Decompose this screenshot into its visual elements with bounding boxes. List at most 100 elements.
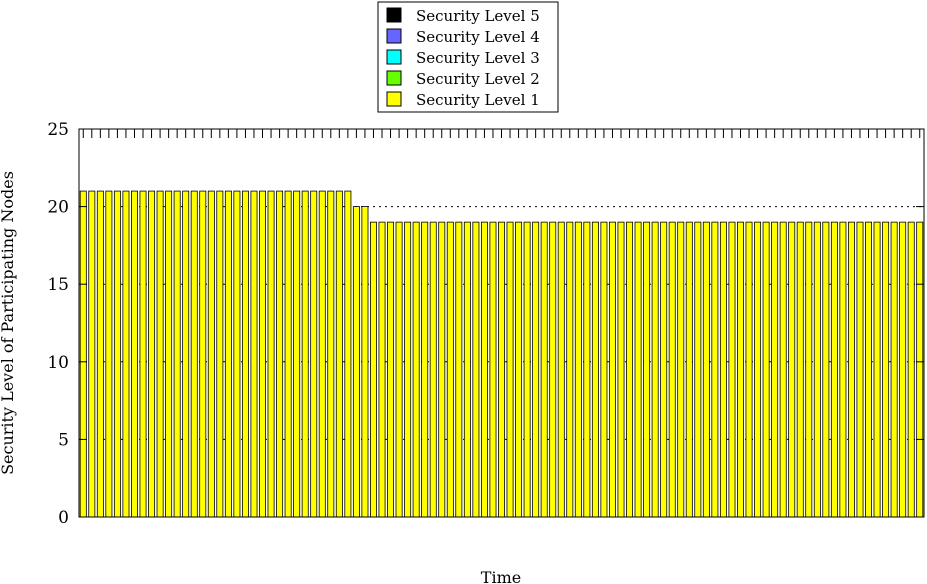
bar: [788, 221, 796, 518]
bar: [745, 221, 753, 518]
bar: [429, 221, 437, 518]
bar: [762, 221, 770, 518]
legend-swatch: [386, 91, 402, 107]
bar: [617, 221, 625, 518]
bar: [387, 221, 395, 518]
bar: [233, 190, 241, 518]
y-tick-label-5: 5: [58, 430, 69, 450]
bar: [719, 221, 727, 518]
bar: [540, 221, 548, 518]
bar: [156, 190, 164, 518]
bar: [916, 221, 924, 518]
bar: [771, 221, 779, 518]
bar: [865, 221, 873, 518]
bar: [839, 221, 847, 518]
bar: [310, 190, 318, 518]
y-axis: 0 5 10 15 20 25: [47, 120, 924, 528]
bar: [660, 221, 668, 518]
bar: [796, 221, 804, 518]
bar: [847, 221, 855, 518]
legend-swatch: [386, 28, 402, 44]
bar: [250, 190, 258, 518]
bar: [284, 190, 292, 518]
bar: [199, 190, 207, 518]
legend-label: Security Level 2: [416, 70, 540, 88]
bar: [557, 221, 565, 518]
bar: [105, 190, 113, 518]
bar: [446, 221, 454, 518]
bar: [293, 190, 301, 518]
bar: [728, 221, 736, 518]
y-axis-label: Security Level of Participating Nodes: [0, 171, 17, 475]
legend-box: [377, 1, 559, 113]
legend-swatch: [386, 70, 402, 86]
bar: [651, 221, 659, 518]
bar: [813, 221, 821, 518]
bar: [88, 190, 96, 518]
bar: [591, 221, 599, 518]
bar: [907, 221, 915, 518]
bar: [96, 190, 104, 518]
bar: [327, 190, 335, 518]
bar: [318, 190, 326, 518]
bar: [532, 221, 540, 518]
legend-label: Security Level 5: [416, 7, 540, 25]
bar: [737, 221, 744, 518]
bar: [677, 221, 685, 518]
bar: [608, 221, 616, 518]
bar: [882, 221, 890, 518]
bar: [352, 206, 360, 518]
bar: [79, 190, 87, 518]
bar: [480, 221, 488, 518]
y-tick-label-0: 0: [58, 508, 69, 528]
bar: [139, 190, 147, 518]
bar: [173, 190, 181, 518]
bar: [549, 221, 557, 518]
bars: [79, 190, 924, 518]
bar: [369, 221, 377, 518]
bar: [241, 190, 249, 518]
bar: [566, 221, 574, 518]
bar: [754, 221, 762, 518]
bar: [190, 190, 198, 518]
bar: [276, 190, 284, 518]
bar: [643, 221, 651, 518]
bar: [378, 221, 386, 518]
bar: [438, 221, 446, 518]
bar: [301, 190, 309, 518]
bar: [344, 190, 352, 518]
bar: [412, 221, 420, 518]
y-tick-label-25: 25: [47, 120, 69, 140]
legend-label: Security Level 1: [416, 91, 540, 109]
bar: [207, 190, 215, 518]
bar: [421, 221, 429, 518]
bar: [498, 221, 505, 518]
legend: Security Level 5 Security Level 4 Security…: [377, 1, 559, 113]
legend-label: Security Level 3: [416, 49, 540, 67]
bar: [779, 221, 787, 518]
bar: [694, 221, 702, 518]
bar: [600, 221, 608, 518]
bar: [506, 221, 514, 518]
legend-swatch: [386, 7, 402, 23]
legend-label: Security Level 4: [416, 28, 540, 46]
bar: [259, 190, 266, 518]
bar: [131, 190, 138, 518]
bar: [626, 221, 634, 518]
x-axis-label: Time: [481, 568, 521, 584]
y-tick-label-20: 20: [47, 198, 69, 218]
bar: [216, 190, 224, 518]
bar: [890, 221, 898, 518]
y-tick-label-10: 10: [47, 353, 69, 373]
bar: [122, 190, 130, 518]
bar: [472, 221, 480, 518]
bar: [822, 221, 830, 518]
bar: [856, 221, 864, 518]
legend-swatch: [386, 49, 402, 65]
bar: [830, 221, 838, 518]
bar: [685, 221, 693, 518]
bar: [335, 190, 343, 518]
bar: [455, 221, 463, 518]
bar: [489, 221, 497, 518]
